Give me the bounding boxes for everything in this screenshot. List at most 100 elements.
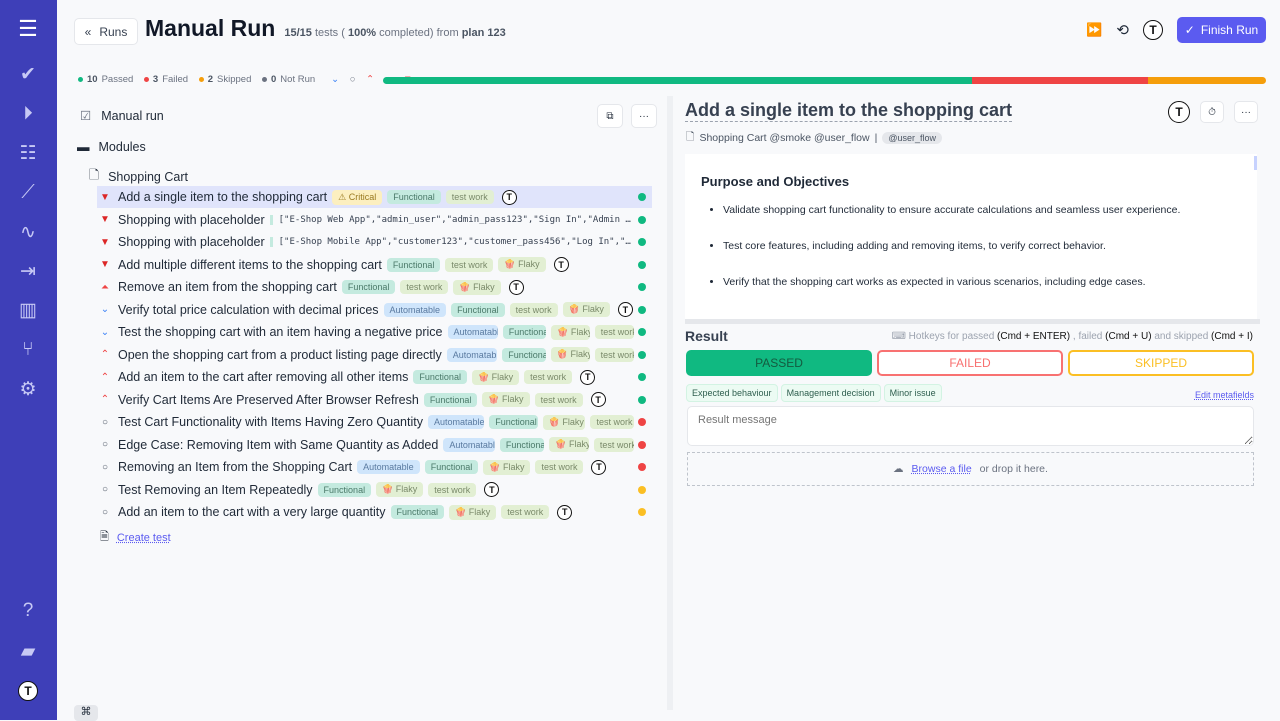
back-to-runs-button[interactable]: « Runs [74,18,138,45]
history-icon[interactable]: ⟲ [1116,22,1129,39]
test-row[interactable]: ○ Removing an Item from the Shopping Cart… [97,456,652,478]
skipped-button[interactable]: SKIPPED [1068,350,1254,376]
branch-icon[interactable]: ⑂ [22,339,34,360]
double-chevron-up-icon: ⏶ [101,281,109,293]
chip-expected-behaviour[interactable]: Expected behaviour [686,384,778,402]
test-row[interactable]: ▼ Add a single item to the shopping cart ⚠… [97,186,652,208]
modules-folder[interactable]: ▬ Modules [77,140,146,154]
avatar: T [590,392,606,407]
test-row[interactable]: ○ Edge Case: Removing Item with Same Quan… [97,434,652,456]
test-row[interactable]: ⌃ Add an item to the cart after removing … [97,366,652,388]
test-row[interactable]: ⌃ Verify Cart Items Are Preserved After B… [97,389,652,411]
chip-management-decision[interactable]: Management decision [780,384,881,402]
help-icon[interactable]: ? [22,600,34,621]
keyboard-icon: ⌨ [891,331,906,342]
tree-toggle-button[interactable]: ⧉ [597,104,623,128]
tag-auto: Automatable [443,437,495,452]
bookmark-icon: ▼ [100,259,110,270]
test-title: Removing an Item from the Shopping Cart [118,460,353,474]
chevron-up-icon: ⌃ [100,394,110,405]
fast-forward-icon[interactable]: ⏩ [1086,22,1103,37]
test-params: ["E-Shop Mobile App","customer123","cust… [269,237,634,247]
file-dropzone[interactable]: ☁ Browse a file or drop it here. [687,452,1254,486]
test-row[interactable]: ○ Add an item to the cart with a very lar… [97,501,652,523]
test-title: Test the shopping cart with an item havi… [118,325,443,339]
test-title: Add an item to the cart with a very larg… [118,505,386,519]
test-row[interactable]: ▼ Shopping with placeholder ["E-Shop Mobil… [97,231,652,253]
tag-func: Functional [423,392,478,407]
file-icon: 🗋 [89,168,100,182]
play-icon[interactable]: ⏵ [23,103,33,124]
filter-medium-icon[interactable]: ⌃ [366,74,375,85]
test-row[interactable]: ⌄ Test the shopping cart with an item hav… [97,321,652,343]
finish-run-button[interactable]: ✓ Finish Run [1177,17,1266,43]
gear-icon[interactable]: ⚙ [19,378,37,400]
test-row[interactable]: ○ Test Removing an Item Repeatedly Functio… [97,479,652,501]
status-passed-icon [638,238,646,246]
check-icon: ✓ [1184,23,1195,37]
status-failed-icon [638,463,646,471]
chevron-down-icon: ⌄ [100,304,110,315]
tag-badge[interactable]: @user_flow [882,132,942,144]
test-title: Open the shopping cart from a product li… [118,347,442,362]
result-heading: Result [685,328,728,344]
test-row[interactable]: ⌃ Open the shopping cart from a product l… [97,344,652,366]
browse-file-link[interactable]: Browse a file [911,463,972,475]
progress-passed [383,77,972,84]
double-chevron-left-icon: « [84,24,92,39]
avatar[interactable]: T [14,677,42,705]
import-icon[interactable]: ⇥ [20,260,36,282]
tag-flaky: 🍿 Flaky [542,414,586,430]
tag-func: Functional [317,482,372,497]
check-icon[interactable]: ✔ [20,63,36,85]
run-stats: 10 Passed 3 Failed 2 Skipped 0 Not Run ⌄ ○ ⌃… [78,74,412,85]
steps-icon[interactable]: ⟋ [21,182,35,203]
suite-label: Shopping Cart [108,169,188,184]
filter-low-icon[interactable]: ⌄ [331,74,340,85]
test-row[interactable]: ▼ Shopping with placeholder ["E-Shop Web A… [97,209,652,231]
more-button[interactable]: ··· [631,104,657,128]
folder-icon: ▬ [77,140,90,154]
pulse-icon[interactable]: ∿ [20,221,36,243]
timer-icon[interactable]: ⏱ [1200,101,1224,123]
edit-metafields-link[interactable]: Edit metafields [1194,390,1254,400]
test-row[interactable]: ○ Test Cart Functionality with Items Havi… [97,411,652,433]
filter-normal-icon[interactable]: ○ [349,74,356,85]
tag-func: Functional [451,302,505,317]
test-row[interactable]: ⌄ Verify total price calculation with dec… [97,299,652,321]
test-title: Remove an item from the shopping cart [118,280,337,294]
tag-func: Functional [502,347,546,362]
tag-flaky: 🍿 Flaky [376,482,424,497]
bookmark-icon: ▼ [100,191,110,203]
failed-button[interactable]: FAILED [877,350,1063,376]
create-test-label: Create test [116,531,171,544]
avatar: T [484,482,500,497]
menu-icon[interactable]: ☰ [18,16,38,41]
more-icon[interactable]: ··· [1234,101,1258,123]
panel-divider[interactable] [667,96,673,710]
folder-icon[interactable]: ▰ [20,640,36,662]
tag-work: test work [400,280,449,294]
chart-icon[interactable]: ▥ [19,299,37,321]
tag-flaky: 🍿 Flaky [498,257,546,272]
create-test-link[interactable]: 🗎 Create test [100,528,171,547]
tag-flaky: 🍿 Flaky [482,392,530,407]
test-row[interactable]: ▼ Add multiple different items to the sho… [97,254,652,276]
suite-shopping-cart[interactable]: 🗋 Shopping Cart [89,166,188,187]
resize-handle[interactable] [685,319,1260,324]
result-message-input[interactable] [687,406,1254,446]
test-row[interactable]: ⏶ Remove an item from the shopping cart Fu… [97,276,652,298]
chip-minor-issue[interactable]: Minor issue [883,384,942,402]
tag-auto: Automatable [427,415,485,429]
tag-func: Functional [386,257,441,272]
tag-work: test work [534,392,583,407]
scrollbar[interactable] [1254,156,1257,170]
test-title: Shopping with placeholder [118,235,265,249]
avatar[interactable]: T [1168,101,1190,123]
file-plus-icon: 🗎 [100,531,109,543]
list-check-icon[interactable]: ☷ [19,142,37,164]
passed-button[interactable]: PASSED [686,350,872,376]
command-icon[interactable]: ⌘ [74,705,98,721]
avatar[interactable]: T [1143,20,1163,40]
tag-work: test work [428,482,477,497]
